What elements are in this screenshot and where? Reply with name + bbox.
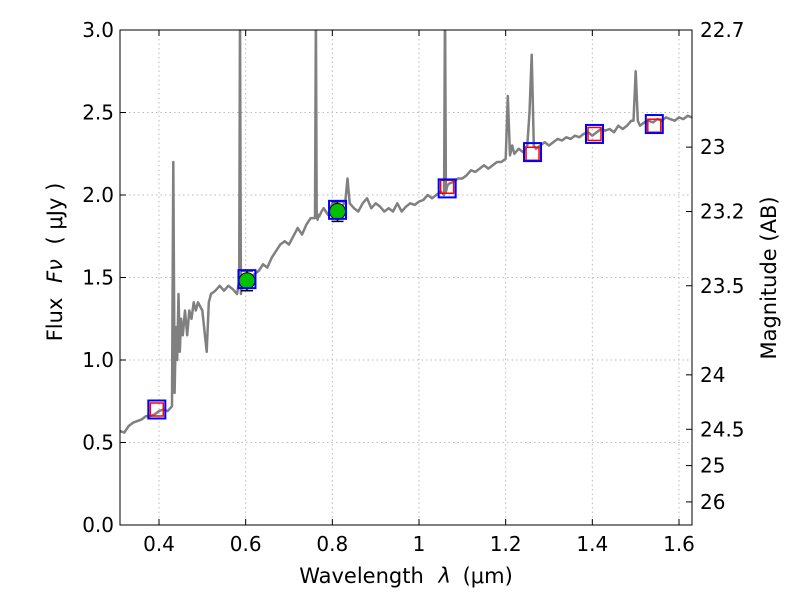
y2-tick-label: 23	[700, 135, 725, 159]
y2-axis-label: Magnitude (AB)	[757, 196, 781, 359]
axis-ticks: 0.4 0.6 0.8 1 1.2 1.4 1.6 0.0 0.5 1.0 1.5 2.0 2.5 3.0…	[82, 18, 744, 556]
y-tick-label: 1.5	[82, 266, 114, 290]
x-tick-label: 1.6	[663, 532, 695, 556]
y-tick-label: 0.5	[82, 431, 114, 455]
y-axis-label-symbol: Fν	[43, 259, 67, 283]
x-axis-label: Wavelength λ (μm)	[299, 564, 513, 588]
y-tick-label: 1.0	[82, 348, 114, 372]
x-tick-label: 0.6	[230, 532, 262, 556]
y-axis-label: Flux Fν ( μJy )	[43, 183, 67, 342]
x-tick-label: 1.2	[490, 532, 522, 556]
model-photometry-box	[585, 123, 604, 144]
y-tick-label: 3.0	[82, 18, 114, 42]
x-axis-label-unit: (μm)	[463, 564, 513, 588]
model-photometry-box	[437, 178, 457, 199]
observed-circle-marker	[238, 272, 256, 290]
y-tick-label: 0.0	[82, 513, 114, 537]
spectrum-layer	[120, 30, 692, 434]
y2-tick-label: 22.7	[700, 18, 745, 42]
model-photometry-box	[147, 399, 167, 420]
y-axis-label-unit: ( μJy )	[43, 183, 67, 245]
x-axis-label-text: Wavelength	[299, 564, 424, 588]
y2-tick-label: 24.5	[700, 417, 745, 441]
y-tick-label: 2.0	[82, 183, 114, 207]
y-tick-label: 2.5	[82, 101, 114, 125]
y2-tick-label: 26	[700, 490, 725, 514]
x-tick-label: 1.4	[576, 532, 608, 556]
model-photometry-box	[237, 269, 257, 290]
y2-tick-label: 23.5	[700, 274, 745, 298]
spectrum-line	[120, 30, 692, 434]
observed-square-marker	[149, 402, 165, 417]
y2-tick-label: 23.2	[700, 200, 745, 224]
x-tick-label: 1	[413, 532, 426, 556]
observed-square-marker	[587, 126, 602, 142]
x-tick-label: 0.4	[143, 532, 175, 556]
model-photometry-box	[523, 142, 543, 163]
y-axis-label-text: Flux	[43, 298, 67, 342]
model-photometry-box	[644, 114, 664, 135]
x-axis-label-symbol: λ	[437, 564, 450, 588]
model-photometry-box	[328, 199, 348, 220]
y2-tick-label: 25	[700, 454, 725, 478]
x-tick-label: 0.8	[316, 532, 348, 556]
y2-tick-label: 24	[700, 363, 725, 387]
photometry-layer	[147, 114, 664, 420]
observed-circle-marker	[329, 203, 347, 220]
